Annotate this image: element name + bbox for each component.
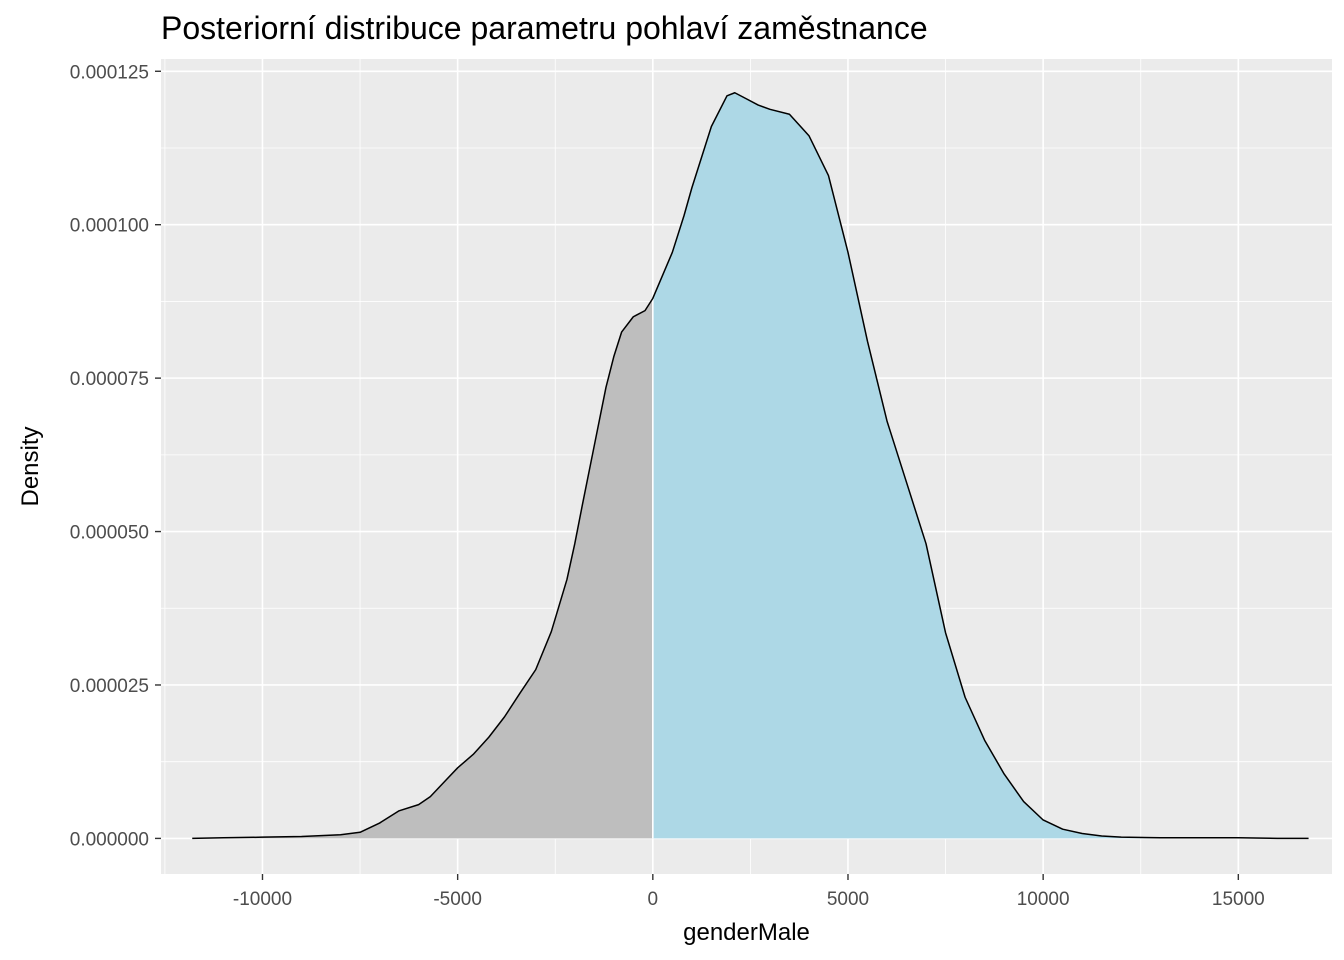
y-tick-label: 0.000050 (70, 523, 149, 544)
y-tick-label: 0.000075 (70, 369, 149, 390)
x-tick-label: 10000 (1017, 889, 1070, 910)
y-tick-label: 0.000000 (70, 829, 149, 850)
x-tick-label: -10000 (233, 889, 292, 910)
x-tick-label: 15000 (1212, 889, 1265, 910)
density-area-above-zero (652, 92, 1309, 839)
y-axis-title: Density (17, 426, 44, 506)
y-tick-label: 0.000125 (70, 62, 149, 83)
x-tick-label: 5000 (827, 889, 869, 910)
x-tick-label: 0 (648, 889, 659, 910)
y-axis-ticks: 0.000000 0.000025 0.000050 0.000075 0.000100… (70, 62, 161, 850)
density-curve (192, 92, 1309, 840)
chart-title: Posteriorní distribuce parametru pohlaví… (161, 10, 928, 46)
density-area-below-zero (192, 298, 653, 839)
x-axis-ticks: -10000 -5000 0 5000 10000 15000 (233, 874, 1265, 910)
x-tick-label: -5000 (433, 889, 482, 910)
y-tick-label: 0.000025 (70, 676, 149, 697)
y-tick-label: 0.000100 (70, 216, 149, 237)
x-axis-title: genderMale (683, 919, 810, 946)
